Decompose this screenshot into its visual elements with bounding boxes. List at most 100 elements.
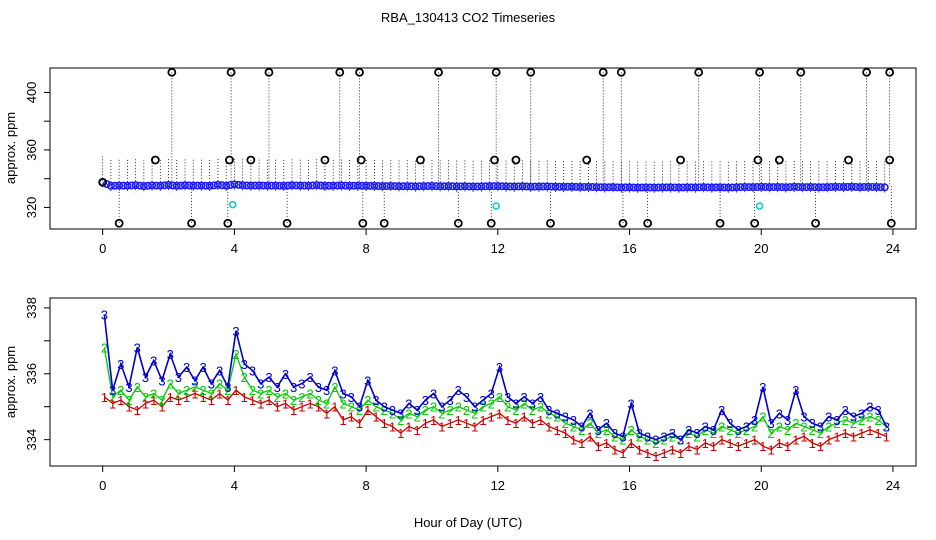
bottom-series-3-point: 3 — [216, 363, 223, 378]
bottom-series-3-point: 3 — [504, 390, 511, 405]
bottom-series-2-point: 2 — [381, 403, 388, 418]
top-mean-point — [781, 183, 790, 192]
bottom-series-1-point: 1 — [158, 400, 165, 415]
bottom-series-1-point: 1 — [817, 439, 824, 454]
bottom-series-3-point: 3 — [348, 390, 355, 405]
bottom-series-2-point: 2 — [479, 400, 486, 415]
top-mean-point — [880, 183, 889, 192]
top-mean-point — [255, 181, 264, 190]
top-mean-point — [193, 181, 202, 190]
bottom-series-1-point: 1 — [397, 426, 404, 441]
bottom-series-3-point: 3 — [323, 383, 330, 398]
bottom-series-1-point: 1 — [718, 433, 725, 448]
top-mean-point — [386, 182, 395, 191]
bottom-series-3-point: 3 — [339, 387, 346, 402]
top-mean-point — [283, 181, 292, 190]
top-mean-point — [629, 183, 638, 192]
bottom-series-3-point: 3 — [768, 416, 775, 431]
bottom-plot-frame — [49, 297, 917, 467]
bottom-series-2-point: 2 — [323, 396, 330, 411]
bottom-x-tick-label: 20 — [754, 478, 768, 493]
bottom-series-3-point: 3 — [660, 429, 667, 444]
bottom-series-1-point: 1 — [693, 443, 700, 458]
bottom-series-3-point: 3 — [414, 403, 421, 418]
bottom-series-2-point: 2 — [759, 410, 766, 425]
bottom-series-2-point: 2 — [842, 413, 849, 428]
bottom-series-1-point: 1 — [323, 406, 330, 421]
top-mean-point — [440, 182, 449, 191]
top-high-flag-point — [491, 67, 501, 77]
bottom-series-2-point: 2 — [422, 403, 429, 418]
bottom-series-2-point: 2 — [397, 413, 404, 428]
bottom-series-3-point: 3 — [257, 377, 264, 392]
top-mean-point — [185, 181, 194, 190]
bottom-series-2-point: 2 — [570, 419, 577, 434]
top-mean-point — [139, 182, 148, 191]
bottom-series-2-point: 2 — [496, 390, 503, 405]
bottom-series-2-point: 2 — [109, 390, 116, 405]
bottom-series-3-point: 3 — [199, 360, 206, 375]
top-mean-point — [382, 182, 391, 191]
top-mid-flag-point — [416, 155, 425, 165]
top-x-tick-label: 4 — [231, 241, 238, 256]
top-mean-point — [205, 181, 214, 190]
bottom-series-2-point: 2 — [685, 426, 692, 441]
bottom-series-1-point: 1 — [422, 416, 429, 431]
bottom-series-1-point: 1 — [792, 433, 799, 448]
top-mean-point — [465, 182, 474, 191]
bottom-series-2-point: 2 — [545, 406, 552, 421]
bottom-series-1-point: 1 — [290, 403, 297, 418]
top-mean-point — [794, 183, 803, 192]
bottom-series-2-point: 2 — [669, 429, 676, 444]
bottom-data-marks: 1 1 1 1 1 1 1 11 1 1 1 1 1 1 11 1 1 1 1 1 1 1 1 1 1 1 11 1 11 1 1 1 1 1 1 1… — [101, 307, 890, 464]
bottom-series-1-point: 1 — [842, 426, 849, 441]
top-high-flag-point — [264, 67, 274, 77]
top-low-flag-point — [453, 218, 463, 228]
top-mean-point — [201, 181, 210, 190]
top-mean-point — [679, 183, 688, 192]
top-x-tick-label: 16 — [622, 241, 636, 256]
bottom-y-tick-label: 338 — [24, 297, 39, 319]
bottom-series-3-point: 3 — [883, 419, 890, 434]
bottom-series-1-point: 1 — [241, 390, 248, 405]
top-mean-point — [831, 182, 840, 191]
top-mean-point — [156, 181, 165, 190]
top-mean-point — [469, 182, 478, 191]
top-y-tick-label: 360 — [24, 139, 39, 161]
bottom-series-1-point: 1 — [636, 443, 643, 458]
bottom-series-1-point: 1 — [282, 396, 289, 411]
top-mean-point — [242, 181, 251, 190]
bottom-series-2-point: 2 — [875, 413, 882, 428]
bottom-series-3-point: 3 — [800, 410, 807, 425]
top-mean-point — [613, 183, 622, 192]
top-high-flag-point — [616, 67, 626, 77]
top-mean-point — [325, 181, 334, 190]
bottom-series-2-point: 2 — [702, 423, 709, 438]
bottom-series-3-point: 3 — [265, 370, 272, 385]
bottom-series-3-point: 3 — [315, 380, 322, 395]
bottom-series-2-point: 2 — [595, 426, 602, 441]
bottom-series-1-point: 1 — [710, 439, 717, 454]
top-mean-point — [806, 183, 815, 192]
top-cyan-point — [492, 202, 500, 210]
top-mean-point — [860, 183, 869, 192]
bottom-series-2-point: 2 — [488, 396, 495, 411]
top-low-flag-point — [114, 218, 124, 228]
top-mean-point — [786, 183, 795, 192]
top-high-flag-point — [434, 67, 443, 77]
top-mean-point — [534, 182, 543, 191]
bottom-series-2-point: 2 — [768, 426, 775, 441]
bottom-series-3-point: 3 — [751, 413, 758, 428]
bottom-series-3-point: 3 — [619, 429, 626, 444]
bottom-series-1-point: 1 — [784, 439, 791, 454]
top-mean-point — [810, 183, 819, 192]
bottom-series-2-point: 2 — [463, 403, 470, 418]
top-mean-point — [366, 181, 375, 190]
top-mean-point — [168, 181, 177, 190]
top-mean-point — [633, 183, 642, 192]
bottom-series-2-point: 2 — [274, 390, 281, 405]
bottom-series-2-line — [103, 347, 887, 444]
bottom-series-2-point: 2 — [414, 410, 421, 425]
bottom-series-1-point: 1 — [216, 387, 223, 402]
top-mean-point — [827, 183, 836, 192]
